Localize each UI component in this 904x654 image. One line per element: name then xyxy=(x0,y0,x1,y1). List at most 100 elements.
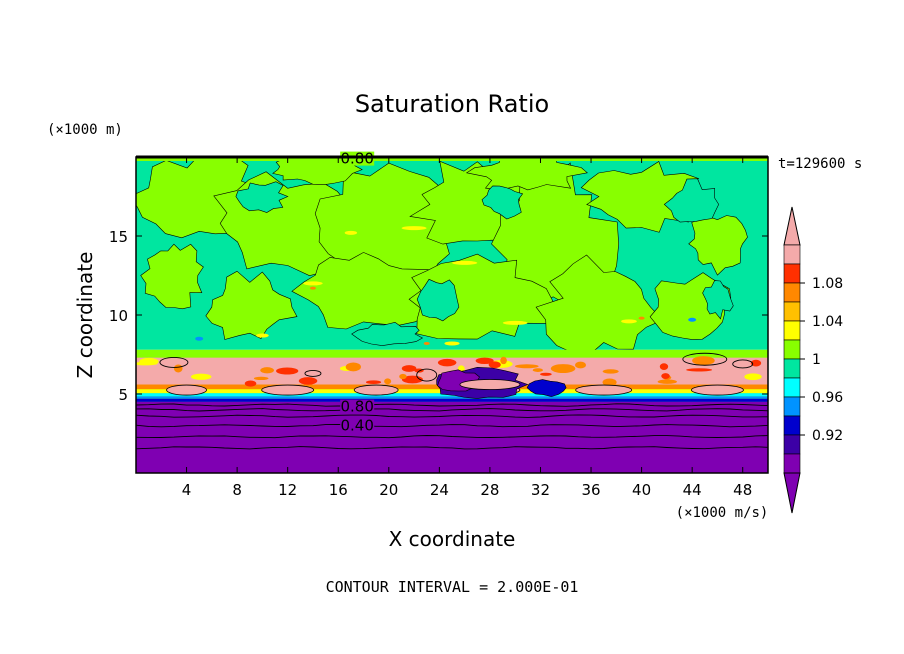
supersat-patch xyxy=(750,359,762,367)
colorbar-segment xyxy=(783,434,801,455)
x-units-label: (×1000 m/s) xyxy=(676,505,769,521)
teal-region xyxy=(702,280,734,320)
colorbar-tick-label: 1.04 xyxy=(812,314,843,330)
yellow-streak xyxy=(444,341,460,346)
colorbar-segment xyxy=(783,415,801,436)
teal-region xyxy=(481,185,524,220)
top-strip xyxy=(136,157,768,161)
yellow-streak xyxy=(621,319,637,324)
colorbar-segment xyxy=(783,282,801,303)
lime-cloud-region xyxy=(465,157,588,191)
x-tick-label: 20 xyxy=(379,481,398,499)
supersat-patch xyxy=(514,364,539,369)
supersat-patch xyxy=(475,357,494,365)
colorbar-tick-label: 1 xyxy=(812,352,821,368)
yellow-streak xyxy=(452,260,478,265)
y-tick-label: 15 xyxy=(109,228,128,246)
contour-loop xyxy=(304,370,322,377)
supersat-patch xyxy=(686,368,713,372)
contour-line xyxy=(136,446,768,450)
blue-streak xyxy=(195,336,204,341)
supersat-patch xyxy=(253,376,269,381)
yellow-streak xyxy=(303,281,323,286)
contour-loop xyxy=(682,352,728,366)
colorbar-extend-max xyxy=(783,206,801,246)
x-tick-label: 28 xyxy=(480,481,499,499)
contour-label-low: 0.40 xyxy=(340,417,373,435)
orange-streak xyxy=(638,316,645,320)
y-units-label: (×1000 m) xyxy=(47,122,123,138)
plot-area xyxy=(136,157,768,473)
contour-lines xyxy=(136,352,768,450)
yellow-streak xyxy=(344,230,358,235)
supersat-patch xyxy=(139,357,159,365)
field-lower-dry xyxy=(136,401,768,473)
supersat-patch xyxy=(244,380,257,387)
teal-region xyxy=(235,181,289,213)
supersat-patch xyxy=(260,367,274,374)
supersat-patch xyxy=(399,373,407,380)
lime-cloud-region xyxy=(140,243,204,310)
x-tick-label: 48 xyxy=(733,481,752,499)
supersat-cell xyxy=(166,384,207,396)
colorbar-extend-min xyxy=(783,472,801,514)
y-axis-ticks: 5 10 15 xyxy=(109,228,768,404)
supersat-cell xyxy=(459,379,521,390)
supersat-patch xyxy=(365,380,382,385)
colorbar-segment xyxy=(783,358,801,379)
colorbar-segment xyxy=(783,396,801,417)
colorbar-segment xyxy=(783,339,801,360)
lime-cloud-region xyxy=(688,215,748,276)
x-tick-label: 16 xyxy=(329,481,348,499)
x-tick-label: 8 xyxy=(232,481,242,499)
supersat-patch xyxy=(574,361,587,369)
supersat-patch xyxy=(659,363,669,370)
x-tick-label: 44 xyxy=(683,481,702,499)
supersat-patch xyxy=(602,378,617,387)
supersat-patch xyxy=(602,369,619,374)
y-axis-label: Z coordinate xyxy=(73,252,97,379)
orange-streak xyxy=(423,341,430,345)
supersat-patch xyxy=(190,373,212,380)
teal-region xyxy=(663,178,720,223)
colorbar-tick-label: 0.92 xyxy=(812,428,843,444)
colorbar: 1.08 1.04 1 0.96 0.92 xyxy=(783,206,843,514)
contour-label-background xyxy=(340,151,375,166)
contour-label-background xyxy=(340,399,375,414)
contour-line xyxy=(136,414,768,418)
colorbar-segment xyxy=(783,301,801,322)
supersat-patch xyxy=(550,364,576,374)
yellow-streak xyxy=(502,320,528,325)
x-tick-label: 12 xyxy=(278,481,297,499)
colorbar-tick-label: 0.96 xyxy=(812,390,843,406)
transition-stripe xyxy=(136,398,768,402)
lime-cloud-region xyxy=(535,254,664,357)
x-axis-ticks: 4 8 12 16 20 24 28 32 36 40 44 48 xyxy=(182,157,752,499)
dry-pocket-edge xyxy=(526,379,567,397)
supersat-patch xyxy=(488,361,501,369)
supersat-patch xyxy=(657,379,677,384)
contour-label-background xyxy=(340,418,375,433)
colorbar-segment xyxy=(783,453,801,474)
supersat-patch xyxy=(532,368,543,372)
x-tick-label: 40 xyxy=(632,481,651,499)
time-label: t=129600 s xyxy=(778,156,862,172)
contour-line xyxy=(136,403,768,407)
contour-line xyxy=(136,423,768,428)
contour-line xyxy=(136,408,768,412)
yellow-streak xyxy=(256,333,269,338)
contour-loop xyxy=(159,356,189,368)
supersat-patch xyxy=(298,377,318,385)
supersat-patch xyxy=(414,368,424,373)
supersat-patch xyxy=(276,367,299,375)
x-tick-label: 32 xyxy=(531,481,550,499)
supersat-patch xyxy=(540,372,552,376)
supersat-patch xyxy=(692,356,715,366)
supersat-cell xyxy=(691,384,744,396)
supersat-cell xyxy=(261,384,315,396)
teal-region xyxy=(351,321,424,346)
teal-region xyxy=(416,278,460,322)
supersat-patch xyxy=(500,356,507,365)
x-tick-label: 24 xyxy=(430,481,449,499)
